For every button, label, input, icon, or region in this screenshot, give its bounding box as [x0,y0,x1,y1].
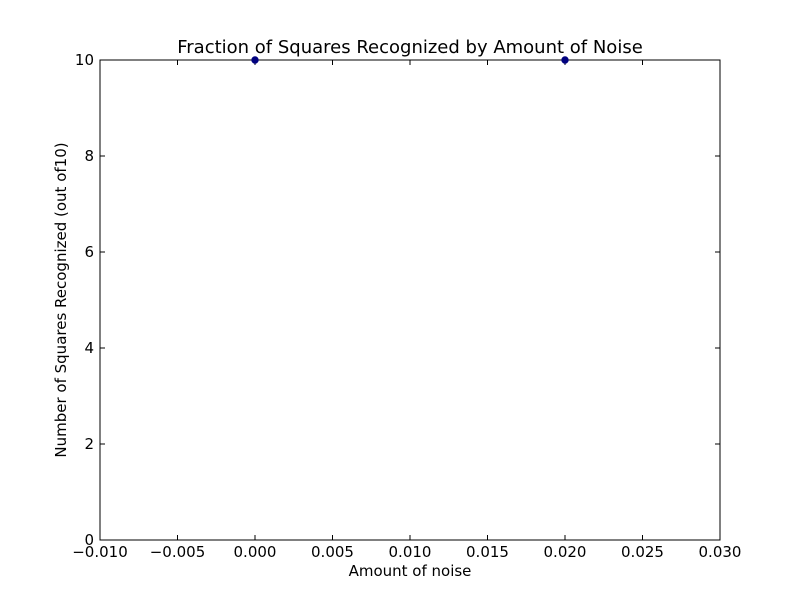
x-tick-label: 0.010 [389,543,432,561]
x-axis-label: Amount of noise [349,562,472,580]
y-tick-label: 0 [84,531,94,549]
data-marks [251,56,569,64]
x-tick-label: −0.010 [72,543,128,561]
x-tick-label: 0.000 [234,543,277,561]
chart-title: Fraction of Squares Recognized by Amount… [177,37,643,58]
data-point [251,56,259,64]
x-tick-label: −0.005 [150,543,206,561]
y-tick-label: 4 [84,339,94,357]
y-tick-label: 8 [84,147,94,165]
x-tick-label: 0.015 [466,543,509,561]
plot-frame [99,59,721,541]
x-tick-label: 0.020 [544,543,587,561]
x-tick-label: 0.005 [311,543,354,561]
y-tick-label: 2 [84,435,94,453]
y-axis-label: Number of Squares Recognized (out of10) [52,142,70,457]
y-tick-label: 6 [84,243,94,261]
plot-area [99,59,721,541]
x-tick-label: 0.030 [699,543,742,561]
data-point [561,56,569,64]
x-tick-label: 0.025 [621,543,664,561]
y-tick-label: 10 [75,51,94,69]
x-axis-ticks: −0.010 −0.005 0.000 0.005 0.010 0.015 0.020 0.0… [72,60,741,561]
y-axis-ticks: 0 2 4 6 8 10 [75,51,720,549]
